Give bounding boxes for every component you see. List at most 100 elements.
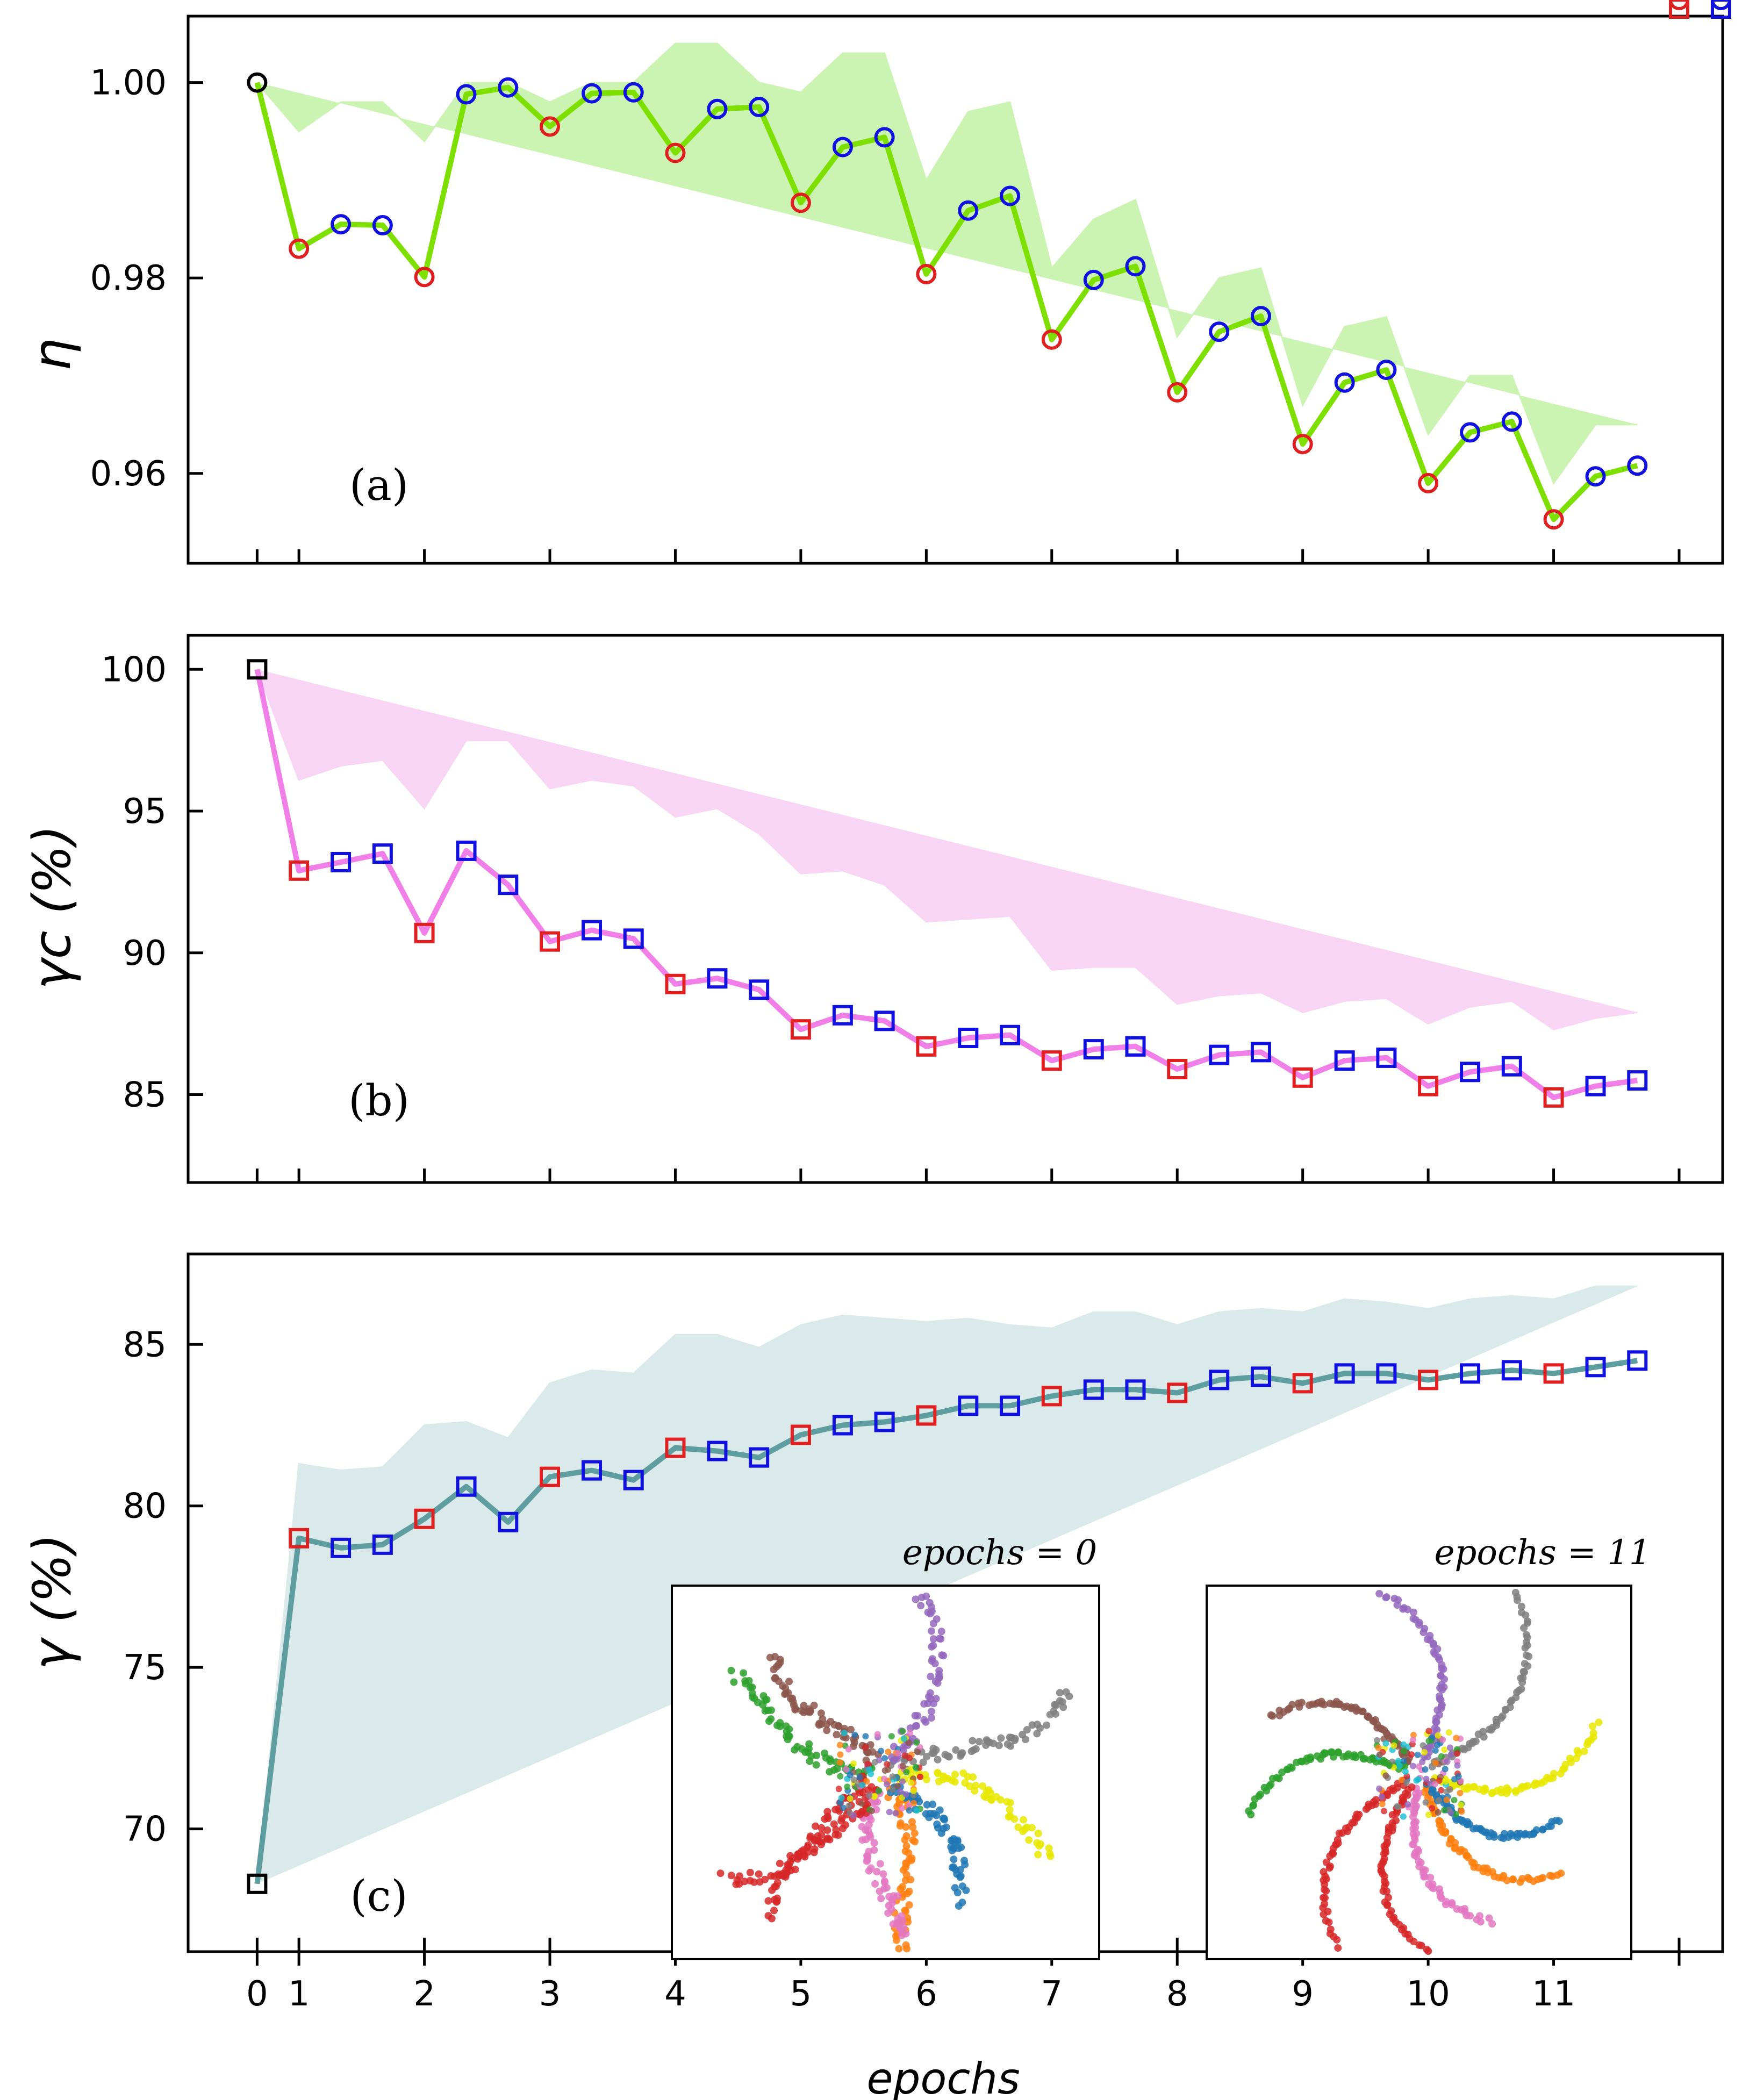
inset-dot: [1457, 1802, 1464, 1809]
series-line: [254, 1358, 1638, 1884]
inset-dot: [1438, 1753, 1445, 1760]
inset-dot: [773, 1722, 781, 1730]
panel-a-frame: [187, 15, 1724, 565]
inset-dot: [899, 1762, 906, 1769]
inset-dot: [764, 1707, 772, 1715]
inset-dot: [1058, 1698, 1066, 1706]
data-point: [1000, 185, 1021, 206]
inset-dot: [831, 1805, 840, 1814]
inset-dot: [850, 1760, 857, 1767]
data-point: [540, 1466, 561, 1487]
inset-dot: [899, 1805, 905, 1812]
inset-dot: [885, 1748, 892, 1755]
inset-dot: [1438, 1787, 1445, 1794]
data-point: [1125, 1036, 1146, 1057]
inset-dot: [1410, 1732, 1417, 1738]
inset-dot: [876, 1860, 884, 1868]
x-tick-label: 10: [1406, 1974, 1450, 2014]
inset-dot: [862, 1744, 869, 1751]
inset-dot: [1364, 1712, 1372, 1721]
inset-dot: [929, 1642, 937, 1650]
inset-dot: [887, 1905, 895, 1913]
inset-dot: [1421, 1624, 1429, 1632]
inset-dot: [888, 1733, 895, 1740]
inset-dot: [870, 1846, 878, 1854]
inset-dot: [766, 1653, 774, 1661]
inset-dot: [856, 1774, 863, 1781]
data-point: [832, 1005, 853, 1026]
inset-dot: [940, 1815, 948, 1823]
data-point: [1585, 466, 1606, 487]
data-point: [1501, 411, 1522, 432]
data-point: [456, 840, 477, 861]
inset-dot: [838, 1824, 847, 1832]
inset-dot: [1573, 1747, 1581, 1755]
inset-dot: [850, 1776, 857, 1783]
inset-dot: [838, 1795, 845, 1801]
inset-dot: [1523, 1617, 1531, 1625]
inset-dot: [793, 1743, 801, 1751]
panel-b: 85 90 95 100 γc (%) (b): [22, 0, 1731, 1184]
inset-dot: [917, 1602, 925, 1610]
inset-dot: [800, 1846, 808, 1854]
inset-dot: [840, 1804, 847, 1811]
inset-dot: [956, 1873, 964, 1881]
y-tick-label: 1.00: [90, 63, 167, 103]
inset-dot: [1334, 1944, 1342, 1952]
inset-dot: [892, 1932, 900, 1940]
inset-dot: [1503, 1876, 1511, 1884]
inset-dot: [1409, 1615, 1417, 1623]
data-point: [790, 192, 811, 213]
data-point: [456, 84, 477, 105]
inset-dot: [1275, 1774, 1283, 1782]
data-point: [331, 851, 352, 872]
data-point: [832, 1415, 853, 1436]
data-point: [1627, 1350, 1648, 1371]
y-tick-label: 95: [123, 792, 167, 832]
inset-dot: [1404, 1801, 1411, 1808]
inset-dot: [806, 1757, 814, 1765]
data-point: [958, 200, 979, 221]
inset-dot: [818, 1831, 826, 1839]
inset-dot: [845, 1746, 852, 1753]
data-point: [1501, 1360, 1522, 1381]
inset-dot: [1566, 1754, 1574, 1762]
inset-dot: [800, 1702, 808, 1710]
inset-dot: [823, 1835, 831, 1843]
panel-a-yticks: 0.96 0.98 1.00: [90, 63, 203, 494]
inset-dot: [1388, 1811, 1396, 1819]
data-point: [372, 1534, 393, 1555]
data-point: [916, 1405, 937, 1426]
inset-dot: [843, 1766, 850, 1773]
inset-dot: [912, 1764, 919, 1771]
inset-dot: [749, 1693, 757, 1701]
inset-dot: [782, 1722, 790, 1730]
data-point: [1543, 1363, 1564, 1384]
inset-dot: [864, 1786, 872, 1794]
inset-dot: [1028, 1824, 1036, 1832]
data-point: [623, 82, 644, 103]
inset-dot: [1420, 1742, 1426, 1749]
inset-dot: [889, 1920, 897, 1928]
data-point: [289, 860, 310, 881]
inset-dot: [817, 1709, 825, 1717]
inset-dot: [1557, 1869, 1565, 1877]
panel-b-band: [256, 669, 1638, 1030]
inset-dot: [935, 1667, 943, 1675]
inset-dot: [969, 1737, 977, 1745]
inset-dot: [1490, 1833, 1499, 1841]
inset-dot: [928, 1657, 936, 1665]
inset-dot: [823, 1826, 831, 1834]
inset-dot: [911, 1800, 917, 1807]
inset-dot: [770, 1872, 778, 1880]
inset-dot: [1035, 1842, 1043, 1850]
inset-dot: [836, 1759, 843, 1766]
inset-dot: [934, 1769, 942, 1776]
inset-dot: [1442, 1829, 1450, 1837]
inset-dot: [1497, 1786, 1505, 1794]
data-point: [749, 1447, 770, 1468]
inset-dot: [909, 1823, 917, 1831]
inset-dot: [912, 1722, 920, 1730]
inset-dot: [741, 1677, 749, 1685]
inset-dot: [1305, 1701, 1313, 1709]
